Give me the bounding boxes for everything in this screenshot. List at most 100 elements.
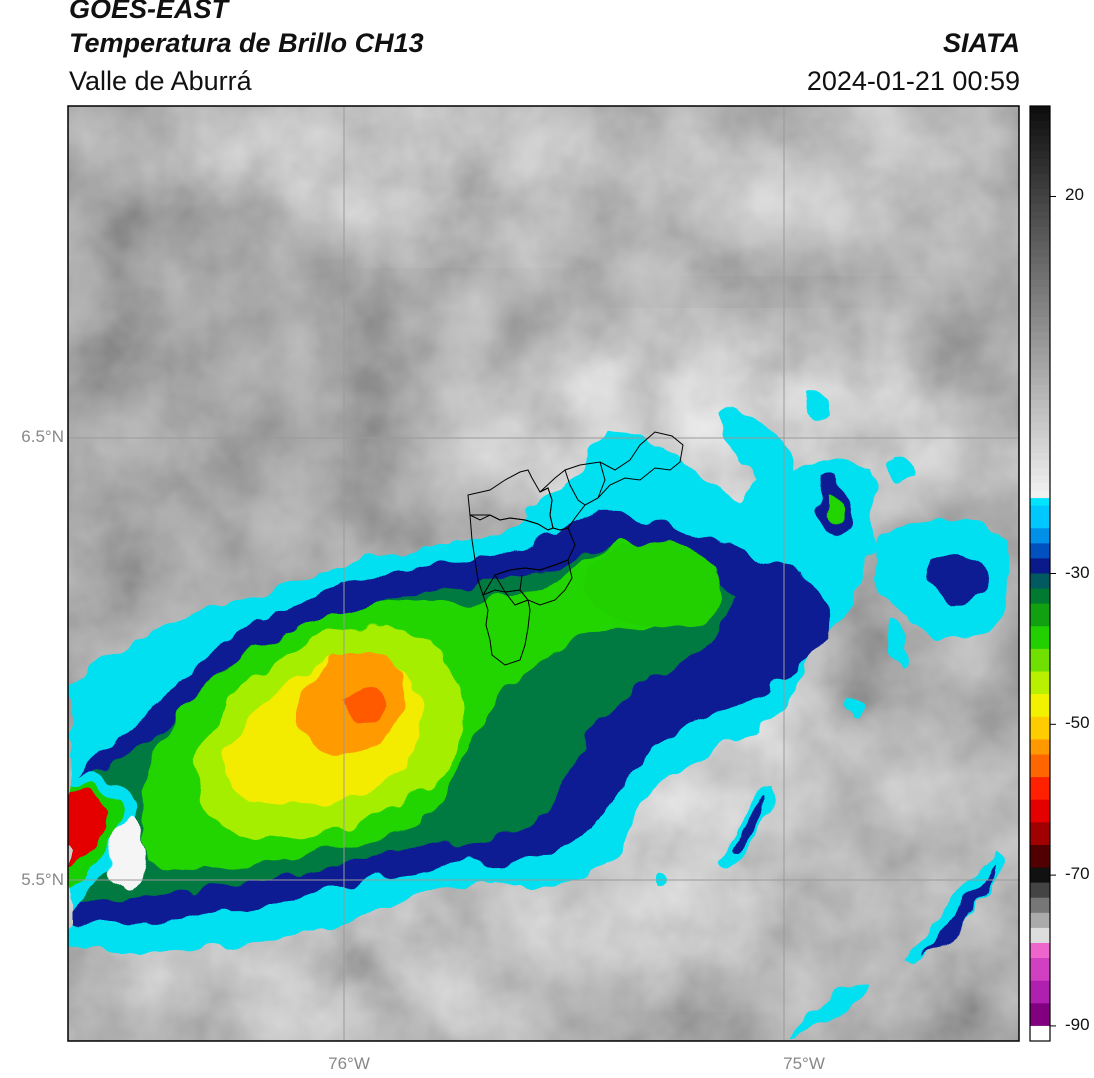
satellite-title: GOES-EAST xyxy=(69,0,229,24)
colorbar-band xyxy=(1030,784,1050,793)
colorbar-tick-label: -30 xyxy=(1065,562,1090,582)
colorbar-band xyxy=(1030,211,1050,220)
colorbar-band xyxy=(1030,309,1050,318)
colorbar-band xyxy=(1030,920,1050,929)
colorbar-band xyxy=(1030,558,1050,567)
colorbar-band xyxy=(1030,581,1050,590)
colorbar-band xyxy=(1030,596,1050,605)
organization-name: SIATA xyxy=(943,28,1020,58)
colorbar-band xyxy=(1030,882,1050,891)
colorbar-band xyxy=(1030,128,1050,137)
graticule xyxy=(68,106,1019,1041)
colorbar-band xyxy=(1030,437,1050,446)
colorbar-band xyxy=(1030,1010,1050,1019)
municipal-boundaries xyxy=(467,431,684,666)
colorbar-band xyxy=(1030,264,1050,273)
colorbar-band xyxy=(1030,317,1050,326)
colorbar-band xyxy=(1030,626,1050,635)
colorbar-band xyxy=(1030,188,1050,198)
longitude-label-76w: 76°W xyxy=(328,1054,370,1073)
colorbar-band xyxy=(1030,302,1050,311)
colorbar-band xyxy=(1030,663,1050,673)
colorbar-band xyxy=(1030,731,1050,740)
colorbar-band xyxy=(1030,860,1050,869)
colorbar-band xyxy=(1030,204,1050,213)
colorbar-tick-label: 20 xyxy=(1065,185,1084,205)
longitude-label-75w: 75°W xyxy=(783,1054,825,1073)
colorbar-band xyxy=(1030,505,1050,514)
colorbar-bands xyxy=(1030,106,1050,1042)
colorbar-band xyxy=(1030,814,1050,823)
colorbar-band xyxy=(1030,897,1050,906)
colorbar-band xyxy=(1030,829,1050,839)
colorbar-band xyxy=(1030,498,1050,507)
colorbar-band xyxy=(1030,369,1050,379)
colorbar-band xyxy=(1030,905,1050,914)
colorbar-band xyxy=(1030,618,1050,627)
colorbar-band xyxy=(1030,633,1050,642)
colorbar-band xyxy=(1030,181,1050,190)
colorbar-ticks xyxy=(1050,195,1056,1027)
colorbar-band xyxy=(1030,724,1050,733)
colorbar-band xyxy=(1030,543,1050,552)
colorbar-band xyxy=(1030,166,1050,175)
colorbar-band xyxy=(1030,430,1050,439)
colorbar-band xyxy=(1030,950,1050,959)
colorbar-band xyxy=(1030,241,1050,250)
colorbar-band xyxy=(1030,113,1050,122)
colorbar-band xyxy=(1030,490,1050,499)
colorbar-band xyxy=(1030,422,1050,431)
colorbar-band xyxy=(1030,603,1050,612)
colorbar-band xyxy=(1030,958,1050,967)
colorbar-band xyxy=(1030,762,1050,771)
colorbar-band xyxy=(1030,475,1050,484)
colorbar-band xyxy=(1030,648,1050,658)
colorbar-band xyxy=(1030,256,1050,265)
colorbar-band xyxy=(1030,467,1050,477)
colorbar-band xyxy=(1030,686,1050,695)
colorbar-band xyxy=(1030,158,1050,167)
colorbar-band xyxy=(1030,249,1050,258)
colorbar-band xyxy=(1030,121,1050,130)
colorbar-band xyxy=(1030,1003,1050,1012)
colorbar-band xyxy=(1030,535,1050,544)
colorbar-band xyxy=(1030,995,1050,1004)
colorbar-band xyxy=(1030,347,1050,356)
colorbar-band xyxy=(1030,852,1050,861)
colorbar-band xyxy=(1030,701,1050,710)
colorbar-band xyxy=(1030,234,1050,243)
colorbar-band xyxy=(1030,445,1050,454)
colorbar-band xyxy=(1030,807,1050,816)
colorbar-band xyxy=(1030,573,1050,582)
colorbar-band xyxy=(1030,362,1050,371)
colorbar-band xyxy=(1030,279,1050,288)
colorbar-band xyxy=(1030,973,1050,982)
colorbar-band xyxy=(1030,965,1050,974)
colorbar-band xyxy=(1030,271,1050,281)
colorbar-band xyxy=(1030,377,1050,386)
colorbar-band xyxy=(1030,641,1050,650)
colorbar-band xyxy=(1030,980,1050,989)
colorbar-band xyxy=(1030,339,1050,348)
colorbar-band xyxy=(1030,151,1050,160)
colorbar-band xyxy=(1030,792,1050,801)
colorbar-band xyxy=(1030,226,1050,235)
latitude-label-6-5n: 6.5°N xyxy=(21,427,64,447)
colorbar-band xyxy=(1030,799,1050,808)
colorbar-band xyxy=(1030,520,1050,529)
latitude-label-5-5n: 5.5°N xyxy=(21,870,64,890)
colorbar-band xyxy=(1030,739,1050,748)
colorbar-band xyxy=(1030,219,1050,228)
colorbar-band xyxy=(1030,912,1050,921)
colorbar-band xyxy=(1030,106,1050,115)
colorbar-band xyxy=(1030,460,1050,469)
colorbar-band xyxy=(1030,769,1050,778)
colorbar-band xyxy=(1030,528,1050,537)
colorbar-tick-label: -90 xyxy=(1065,1014,1090,1034)
colorbar-band xyxy=(1030,656,1050,665)
colorbar-band xyxy=(1030,354,1050,363)
colorbar-band xyxy=(1030,143,1050,152)
colorbar-band xyxy=(1030,942,1050,952)
colorbar-band xyxy=(1030,513,1050,522)
colorbar-band xyxy=(1030,746,1050,756)
